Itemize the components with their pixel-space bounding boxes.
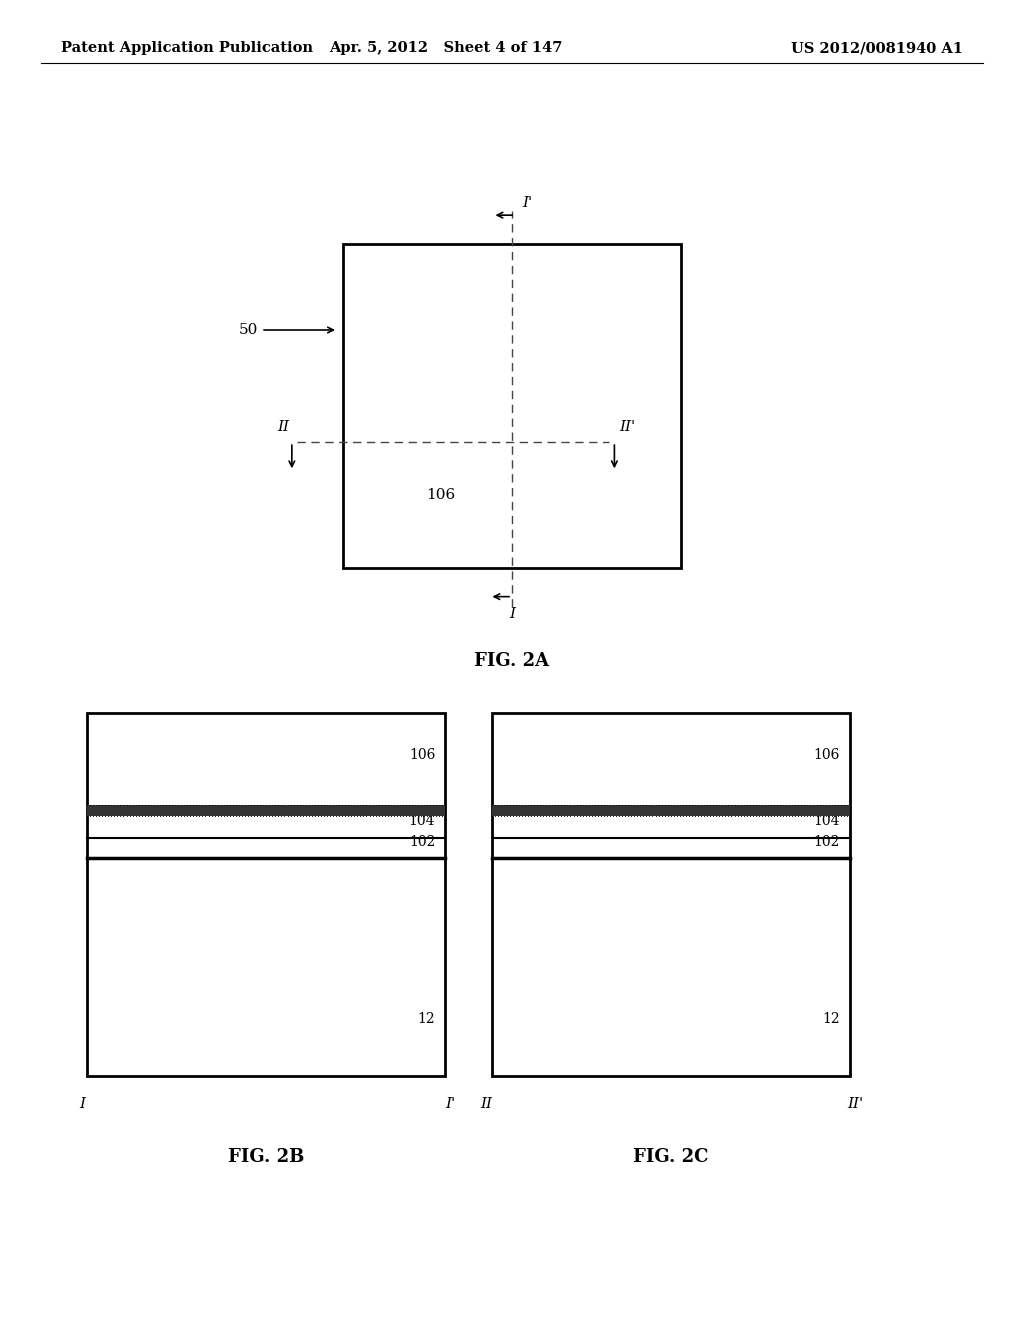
Text: 12: 12 xyxy=(418,1011,435,1026)
Text: I: I xyxy=(79,1097,85,1111)
Text: 106: 106 xyxy=(409,747,435,762)
Bar xyxy=(87,713,445,1076)
Text: II: II xyxy=(276,420,289,434)
Text: 102: 102 xyxy=(813,836,840,849)
Text: Patent Application Publication: Patent Application Publication xyxy=(61,41,313,55)
Text: FIG. 2B: FIG. 2B xyxy=(228,1148,304,1167)
Bar xyxy=(492,805,850,816)
Text: II: II xyxy=(480,1097,493,1111)
Text: US 2012/0081940 A1: US 2012/0081940 A1 xyxy=(791,41,963,55)
Text: I': I' xyxy=(445,1097,456,1111)
Bar xyxy=(492,713,850,1076)
Text: FIG. 2A: FIG. 2A xyxy=(474,652,550,671)
Text: 104: 104 xyxy=(813,814,840,828)
Text: 106: 106 xyxy=(813,747,840,762)
Text: I': I' xyxy=(522,195,532,210)
Text: 102: 102 xyxy=(409,836,435,849)
Bar xyxy=(87,805,445,816)
Text: 50: 50 xyxy=(239,323,258,337)
Text: 106: 106 xyxy=(426,488,455,502)
Text: 104: 104 xyxy=(409,814,435,828)
Text: II': II' xyxy=(620,420,636,434)
Text: FIG. 2C: FIG. 2C xyxy=(633,1148,709,1167)
Text: 12: 12 xyxy=(822,1011,840,1026)
Bar xyxy=(343,244,681,568)
Text: II': II' xyxy=(847,1097,863,1111)
Text: Apr. 5, 2012   Sheet 4 of 147: Apr. 5, 2012 Sheet 4 of 147 xyxy=(329,41,562,55)
Text: I: I xyxy=(509,607,515,622)
